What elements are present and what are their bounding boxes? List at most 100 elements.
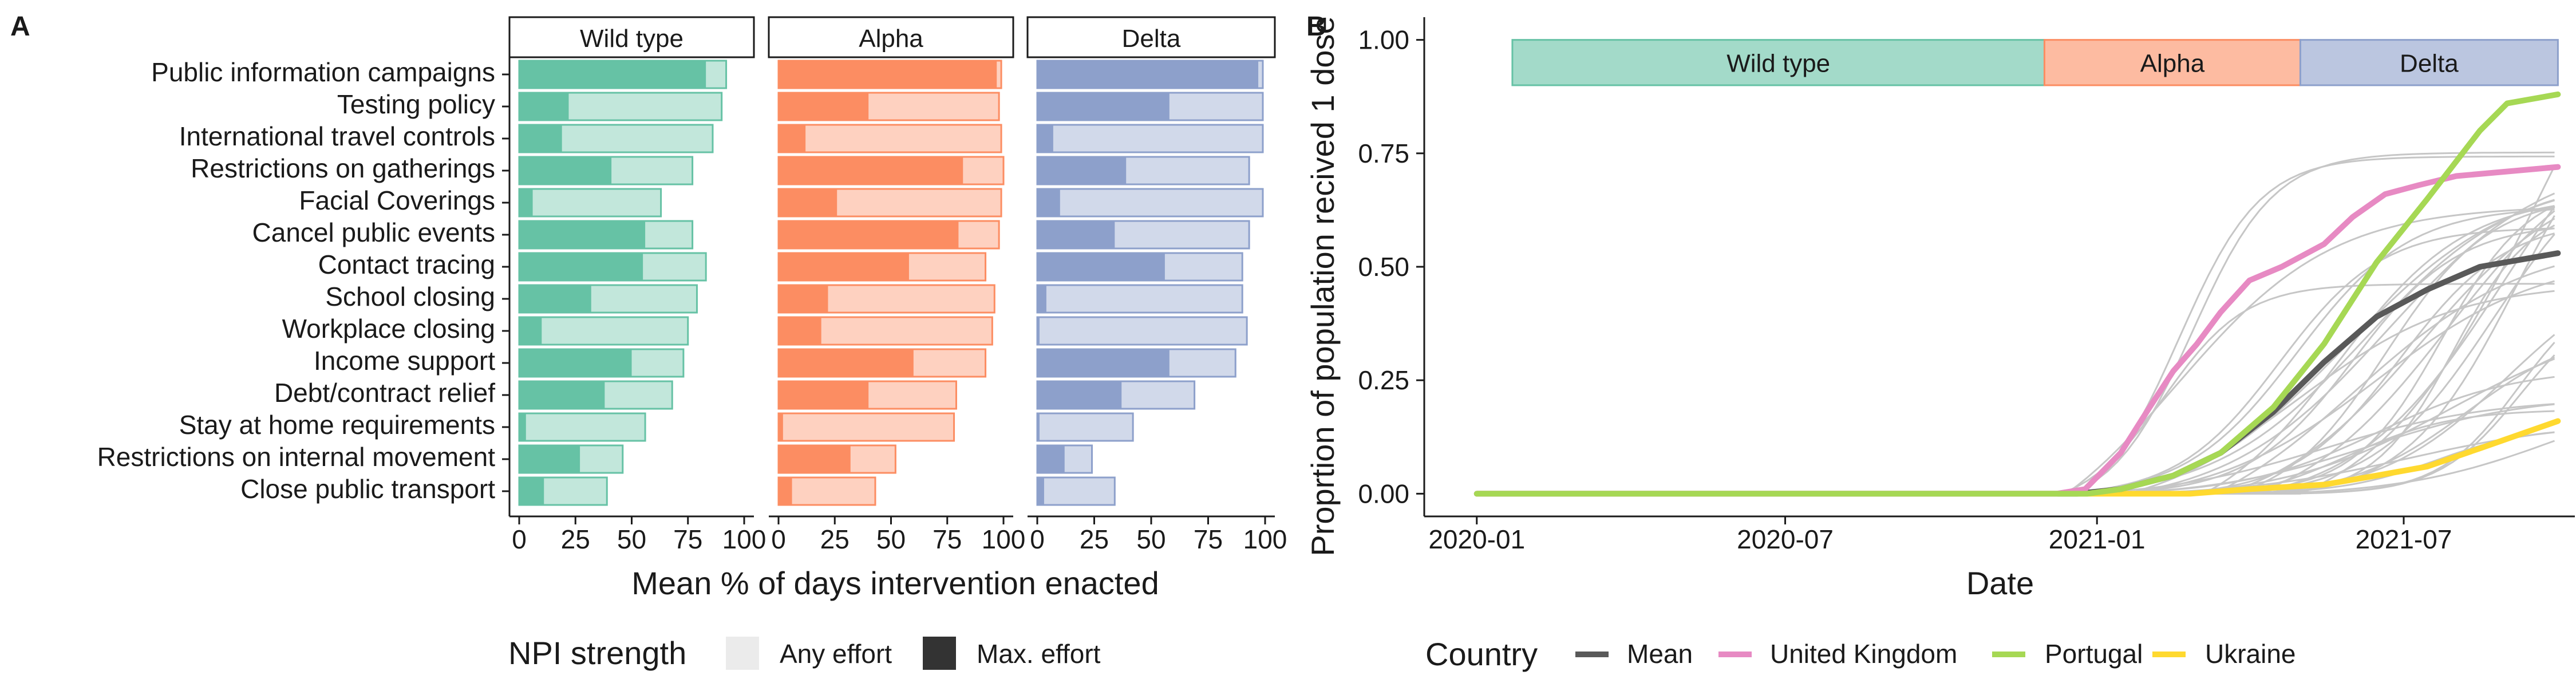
npi-strength-legend: NPI strength Any effort Max. effort (508, 635, 1101, 671)
bar-max-wild-type-income-support (519, 349, 632, 377)
bar-max-delta-restrictions-on-internal-movement (1037, 445, 1065, 473)
background-country-line (1476, 218, 2555, 495)
y-tick-label-0-00: 0.00 (1358, 479, 1409, 508)
bar-max-wild-type-school-closing (519, 285, 591, 313)
background-country-line (1476, 208, 2555, 495)
bar-any-alpha-stay-at-home-requirements (777, 412, 955, 442)
legend-label-max-effort: Max. effort (977, 639, 1101, 669)
legend-title-country: Country (1425, 636, 1538, 672)
background-country-line (1476, 234, 2555, 495)
npi-bars (518, 60, 1264, 506)
background-country-line (1476, 227, 2555, 495)
bar-max-delta-cancel-public-events (1037, 221, 1115, 248)
x-tick-label-wild-type-25: 25 (561, 524, 590, 554)
strip-box-wild-type (508, 16, 755, 58)
x-tick-label-alpha-50: 50 (876, 524, 906, 554)
bar-max-alpha-public-information-campaigns (779, 61, 997, 88)
x-tick-label-alpha-25: 25 (820, 524, 850, 554)
bar-max-alpha-stay-at-home-requirements (779, 413, 783, 441)
period-band-alpha (2043, 39, 2301, 86)
series-line-portugal (1473, 91, 2561, 497)
x-tick-label-wild-type-0: 0 (512, 524, 527, 554)
x-tick-label-2020-07: 2020-07 (1737, 524, 1834, 554)
x-tick-label-wild-type-100: 100 (722, 524, 767, 554)
bar-any-delta-close-public-transport (1036, 476, 1116, 506)
bar-max-delta-income-support (1037, 349, 1170, 377)
category-label-stay-at-home-requirements: Stay at home requirements (179, 410, 495, 440)
bar-max-wild-type-testing-policy (519, 93, 569, 120)
period-band-wild-type (1511, 39, 2045, 86)
bar-any-wild-type-facial-coverings (518, 188, 662, 218)
bar-max-delta-international-travel-controls (1037, 125, 1053, 152)
x-tick-label-alpha-75: 75 (933, 524, 962, 554)
bar-any-delta-workplace-closing (1036, 316, 1248, 346)
x-tick-label-wild-type-75: 75 (673, 524, 702, 554)
bar-max-alpha-testing-policy (779, 93, 869, 120)
category-label-international-travel-controls: International travel controls (179, 121, 495, 151)
y-tick-label-0-75: 0.75 (1358, 139, 1409, 168)
strip-label-wild-type: Wild type (580, 25, 683, 53)
panel-b-letter: B (1306, 11, 1326, 42)
legend-title-npi-strength: NPI strength (508, 635, 686, 671)
legend-label-portugal: Portugal (2045, 639, 2143, 669)
bar-any-wild-type-workplace-closing (518, 316, 689, 346)
legend-label-mean: Mean (1627, 639, 1693, 669)
bar-max-alpha-restrictions-on-internal-movement (779, 445, 851, 473)
bar-max-delta-public-information-campaigns (1037, 61, 1259, 88)
background-country-line (1476, 410, 2555, 495)
x-tick-label-delta-0: 0 (1030, 524, 1045, 554)
panel-b-vaccination-lines: Wild type Alpha Delta 0.00 0.25 0.50 0.75 1.00… (1305, 11, 2575, 672)
category-label-public-information-campaigns: Public information campaigns (151, 57, 495, 87)
variant-period-bands: Wild type Alpha Delta (1511, 39, 2559, 86)
legend-key-any-effort (726, 637, 759, 670)
bar-max-wild-type-stay-at-home-requirements (519, 413, 526, 441)
bar-max-alpha-cancel-public-events (779, 221, 959, 248)
bar-max-delta-close-public-transport (1037, 477, 1044, 505)
bar-any-delta-international-travel-controls (1036, 124, 1264, 153)
bar-max-alpha-school-closing (779, 285, 828, 313)
background-country-line (1476, 210, 2555, 495)
bar-max-delta-facial-coverings (1037, 189, 1060, 216)
bar-any-wild-type-stay-at-home-requirements (518, 412, 646, 442)
bar-max-wild-type-debt-contract-relief (519, 381, 605, 409)
x-tick-label-alpha-100: 100 (982, 524, 1026, 554)
background-country-line (1476, 205, 2555, 495)
bar-max-delta-restrictions-on-gatherings (1037, 157, 1127, 184)
bar-any-delta-stay-at-home-requirements (1036, 412, 1134, 442)
y-tick-label-1-00: 1.00 (1358, 25, 1409, 55)
bar-max-delta-testing-policy (1037, 93, 1170, 120)
bar-max-alpha-income-support (779, 349, 914, 377)
category-label-income-support: Income support (314, 346, 495, 376)
panel-b-x-axis-title: Date (1966, 565, 2034, 601)
background-country-line (1476, 215, 2555, 495)
series-line-ukraine (1473, 418, 2561, 497)
period-label-wild-type: Wild type (1726, 49, 1830, 77)
bar-max-alpha-facial-coverings (779, 189, 837, 216)
legend-label-united-kingdom: United Kingdom (1770, 639, 1957, 669)
strip-label-delta: Delta (1122, 25, 1181, 53)
strip-label-alpha: Alpha (859, 25, 923, 53)
bar-max-alpha-workplace-closing (779, 317, 821, 345)
bar-max-wild-type-close-public-transport (519, 477, 544, 505)
category-label-school-closing: School closing (325, 282, 495, 311)
bar-any-alpha-international-travel-controls (777, 124, 1002, 153)
background-country-line (1476, 224, 2555, 495)
bar-max-alpha-debt-contract-relief (779, 381, 869, 409)
x-tick-label-2021-07: 2021-07 (2356, 524, 2452, 554)
bar-any-alpha-close-public-transport (777, 476, 876, 506)
bar-max-delta-stay-at-home-requirements (1037, 413, 1040, 441)
x-tick-label-delta-75: 75 (1194, 524, 1223, 554)
legend-key-max-effort (923, 637, 956, 670)
background-country-line (1476, 206, 2555, 495)
y-tick-label-0-25: 0.25 (1358, 365, 1409, 395)
panel-a-npi-bars: A Wild type Alpha Delta Public information… (10, 11, 1287, 671)
bar-max-wild-type-facial-coverings (519, 189, 533, 216)
bar-max-wild-type-restrictions-on-gatherings (519, 157, 612, 184)
bar-max-delta-debt-contract-relief (1037, 381, 1122, 409)
category-label-contact-tracing: Contact tracing (318, 250, 495, 279)
category-label-workplace-closing: Workplace closing (282, 314, 495, 344)
background-country-line (1476, 227, 2555, 495)
background-country-line (1476, 206, 2555, 495)
background-country-line (1476, 205, 2555, 495)
bar-any-delta-facial-coverings (1036, 188, 1264, 218)
